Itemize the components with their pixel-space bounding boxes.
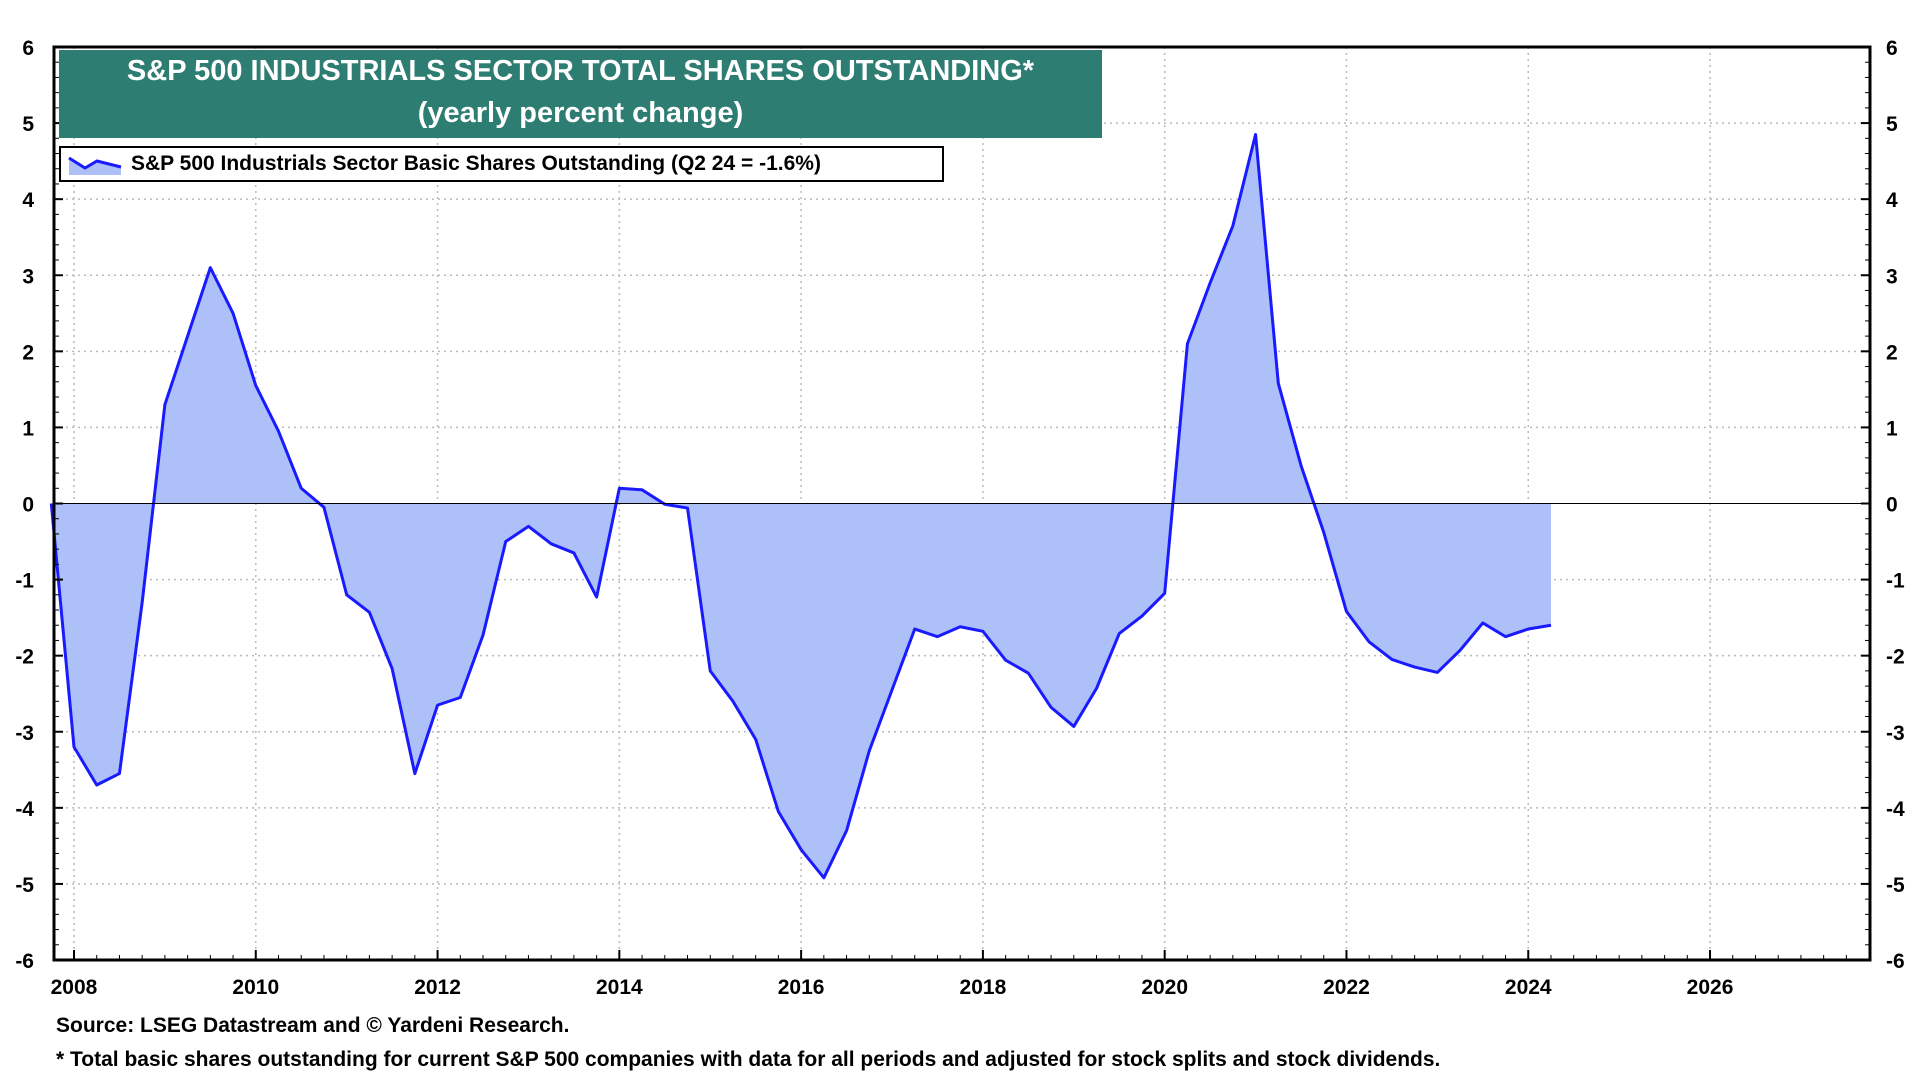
legend-swatch-icon xyxy=(68,156,122,175)
y-tick-label-left: -6 xyxy=(15,950,34,973)
y-tick-label-right: 5 xyxy=(1886,113,1898,136)
y-tick-label-right: -5 xyxy=(1886,874,1905,897)
x-tick-label: 2008 xyxy=(51,976,98,999)
x-tick-label: 2012 xyxy=(414,976,461,999)
series-area xyxy=(49,132,1552,880)
x-tick-label: 2026 xyxy=(1687,976,1734,999)
y-tick-label-left: 3 xyxy=(22,265,34,288)
y-tick-label-right: -4 xyxy=(1886,798,1905,821)
chart-title: S&P 500 INDUSTRIALS SECTOR TOTAL SHARES … xyxy=(126,55,1035,87)
x-tick-label: 2024 xyxy=(1505,976,1552,999)
y-tick-label-left: 5 xyxy=(22,113,34,136)
tick-labels: 6 6 5 5 4 4 3 3 2 2 1 1 0 0 -1 -1 -2 -2 -3 -3 -4 -4 -5 -5 -6 -6 20… xyxy=(15,37,1905,999)
legend: S&P 500 Industrials Sector Basic Shares … xyxy=(59,146,944,182)
y-tick-label-left: -2 xyxy=(15,646,34,669)
y-tick-label-left: 1 xyxy=(22,417,34,440)
x-tick-label: 2014 xyxy=(596,976,643,999)
x-tick-label: 2016 xyxy=(778,976,825,999)
y-tick-label-right: 0 xyxy=(1886,494,1898,517)
x-tick-label: 2020 xyxy=(1141,976,1188,999)
series-fill xyxy=(51,134,1551,878)
y-tick-label-right: 3 xyxy=(1886,265,1898,288)
chart-subtitle: (yearly percent change) xyxy=(417,97,744,129)
y-tick-label-left: 2 xyxy=(22,341,34,364)
y-tick-label-left: -5 xyxy=(15,874,34,897)
y-tick-label-left: 4 xyxy=(22,189,34,212)
y-tick-label-right: -6 xyxy=(1886,950,1905,973)
y-tick-label-left: -1 xyxy=(15,570,34,593)
x-tick-label: 2018 xyxy=(960,976,1007,999)
axes xyxy=(52,45,1872,962)
source-note: Source: LSEG Datastream and © Yardeni Re… xyxy=(56,1014,570,1037)
legend-label: S&P 500 Industrials Sector Basic Shares … xyxy=(131,152,821,175)
y-tick-label-right: 6 xyxy=(1886,37,1898,60)
y-tick-label-right: -1 xyxy=(1886,570,1905,593)
y-tick-label-right: 1 xyxy=(1886,417,1898,440)
x-tick-label: 2022 xyxy=(1323,976,1370,999)
y-tick-label-left: 0 xyxy=(22,494,34,517)
x-tick-label: 2010 xyxy=(232,976,279,999)
y-tick-label-right: 4 xyxy=(1886,189,1898,212)
y-tick-label-left: -4 xyxy=(15,798,34,821)
y-tick-label-right: -2 xyxy=(1886,646,1905,669)
footnote: * Total basic shares outstanding for cur… xyxy=(56,1048,1441,1071)
y-tick-label-right: 2 xyxy=(1886,341,1898,364)
y-tick-label-right: -3 xyxy=(1886,722,1905,745)
y-tick-label-left: 6 xyxy=(22,37,34,60)
plot-frame xyxy=(52,45,1872,962)
chart-title-box: S&P 500 INDUSTRIALS SECTOR TOTAL SHARES … xyxy=(59,50,1102,138)
y-tick-label-left: -3 xyxy=(15,722,34,745)
